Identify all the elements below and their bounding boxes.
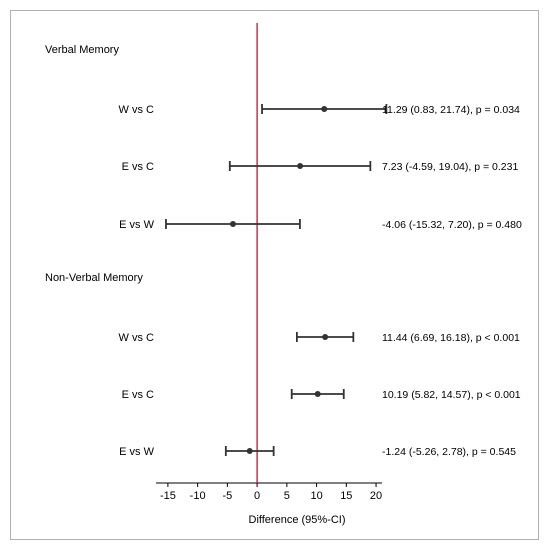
row-label: W vs C — [119, 332, 154, 344]
row-label: E vs C — [122, 161, 154, 173]
plot-area: -15 -10 -5 0 5 10 15 20 Verbal Memory W vs C 11.29… — [45, 23, 522, 502]
x-tick-label: -10 — [190, 490, 206, 502]
estimate-point — [314, 391, 321, 397]
row-estimate-text: 11.29 (0.83, 21.74), p = 0.034 — [382, 104, 520, 116]
x-tick-label: -15 — [160, 490, 176, 502]
x-tick-label: -5 — [222, 490, 232, 502]
row-estimate-text: -4.06 (-15.32, 7.20), p = 0.480 — [382, 219, 522, 231]
x-axis-label: Difference (95%-CI) — [249, 514, 346, 526]
forest-plot: -15 -10 -5 0 5 10 15 20 Verbal Memory W vs C 11.29… — [45, 23, 522, 526]
estimate-point — [321, 106, 328, 112]
row-label: W vs C — [119, 104, 154, 116]
estimate-point — [246, 448, 253, 454]
row-label: E vs W — [119, 446, 154, 458]
group-label: Verbal Memory — [45, 44, 119, 56]
x-tick-label: 15 — [340, 490, 352, 502]
estimate-point — [229, 221, 236, 227]
row-estimate-text: 7.23 (-4.59, 19.04), p = 0.231 — [382, 161, 518, 173]
x-tick-label: 20 — [370, 490, 382, 502]
row-estimate-text: 11.44 (6.69, 16.18), p < 0.001 — [382, 332, 520, 344]
x-tick-label: 10 — [310, 490, 322, 502]
group-label: Non-Verbal Memory — [45, 272, 143, 284]
estimate-point — [297, 163, 304, 169]
x-tick-label: 5 — [284, 490, 290, 502]
row-estimate-text: 10.19 (5.82, 14.57), p < 0.001 — [382, 389, 521, 401]
row-estimate-text: -1.24 (-5.26, 2.78), p = 0.545 — [382, 446, 516, 458]
estimate-point — [322, 334, 329, 340]
row-label: E vs W — [119, 219, 154, 231]
chart-frame: -15 -10 -5 0 5 10 15 20 Verbal Memory W vs C 11.29… — [10, 10, 539, 540]
x-tick-label: 0 — [254, 490, 260, 502]
row-label: E vs C — [122, 389, 154, 401]
